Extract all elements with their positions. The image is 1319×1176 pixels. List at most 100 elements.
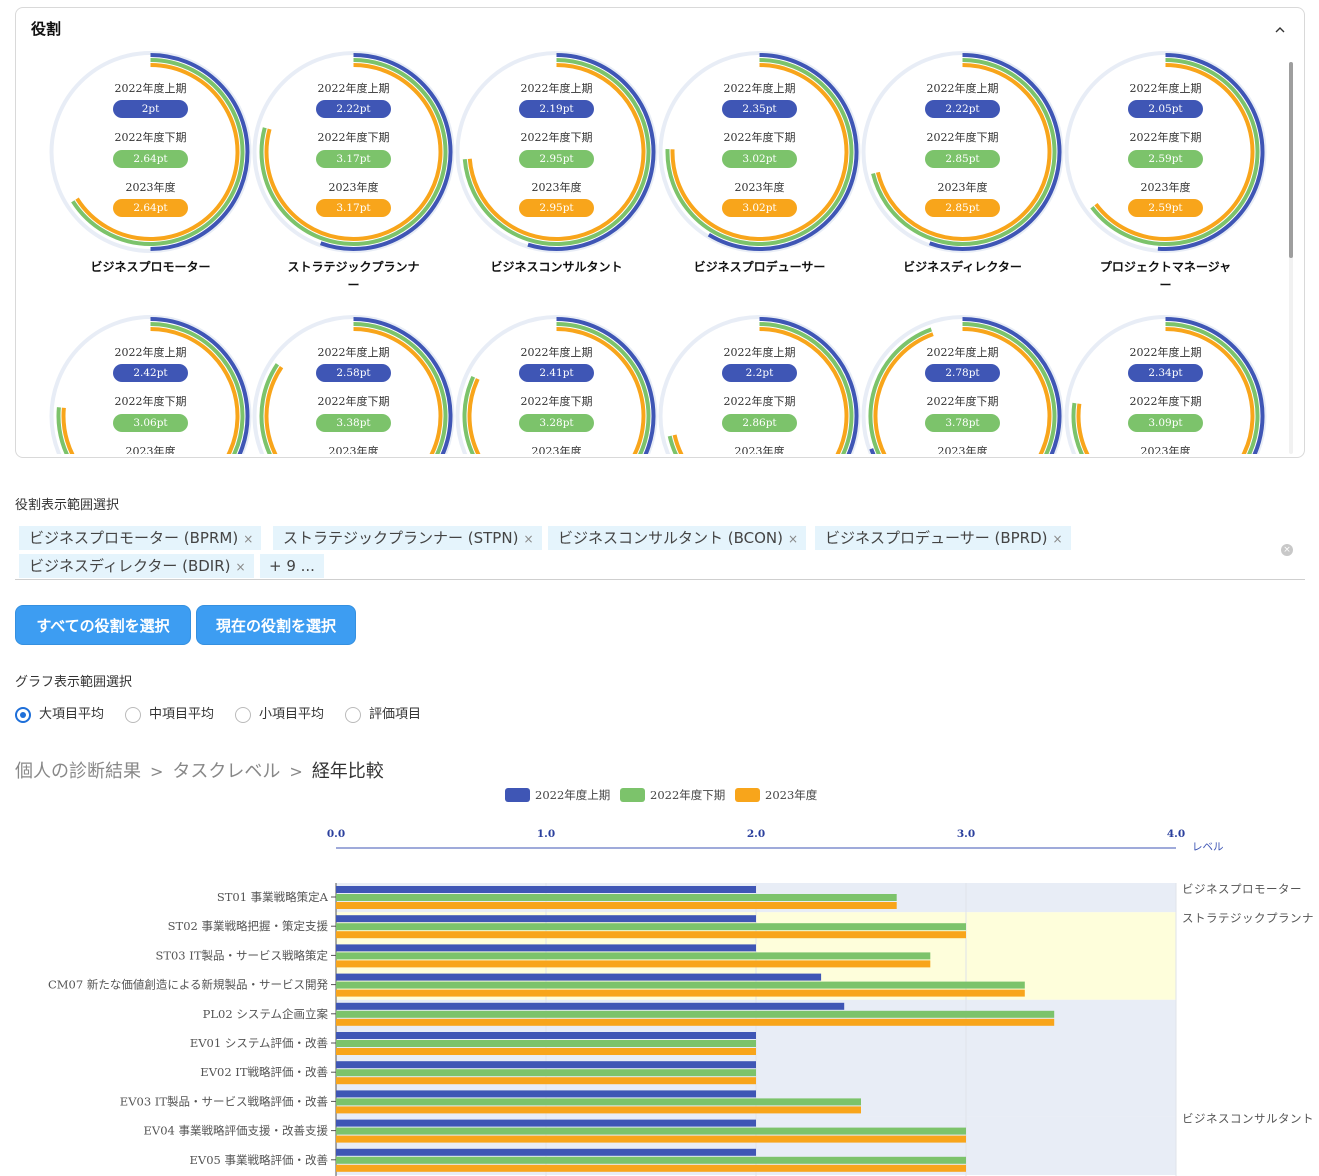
- bar[interactable]: [336, 1098, 861, 1106]
- score-pill: 2.85pt: [925, 199, 1000, 217]
- bar[interactable]: [336, 923, 966, 931]
- period-label: 2022年度上期: [114, 346, 187, 359]
- role-gauge[interactable]: 2022年度上期 2.22pt 2022年度下期 2.85pt 2023年度 2.85pt…: [861, 48, 1064, 312]
- legend-label[interactable]: 2022年度上期: [535, 788, 610, 802]
- bar[interactable]: [336, 1032, 756, 1039]
- role-gauge-list[interactable]: 2022年度上期 2pt 2022年度下期 2.64pt 2023年度 2.64pt ビジネ…: [16, 48, 1281, 454]
- bar[interactable]: [336, 931, 966, 939]
- bar[interactable]: [336, 886, 756, 893]
- legend-swatch[interactable]: [620, 788, 645, 802]
- ring-track: [49, 315, 252, 454]
- legend-swatch[interactable]: [505, 788, 530, 802]
- select-current-roles-button[interactable]: 現在の役割を選択: [196, 605, 356, 645]
- role-name: ビジネスディレクター: [903, 260, 1022, 274]
- graph-range-option-label: 大項目平均: [39, 707, 105, 722]
- bar[interactable]: [336, 952, 931, 960]
- graph-range-option[interactable]: 評価項目: [345, 706, 421, 724]
- ring-arc-first-half: [353, 317, 453, 454]
- period-label: 2022年度下期: [723, 395, 796, 408]
- remove-chip-icon[interactable]: ×: [523, 532, 534, 546]
- remove-chip-icon[interactable]: ×: [788, 532, 799, 546]
- legend-swatch[interactable]: [735, 788, 760, 802]
- role-chip[interactable]: ビジネスコンサルタント (BCON) ×: [548, 526, 807, 550]
- role-gauge[interactable]: 2022年度上期 2.78pt 2022年度下期 3.78pt 2023年度: [861, 312, 1064, 454]
- role-name: プロジェクトマネージャー: [1099, 260, 1232, 292]
- score-pill: 2.58pt: [316, 364, 391, 382]
- bar[interactable]: [336, 973, 822, 981]
- select-all-roles-button[interactable]: すべての役割を選択: [15, 605, 191, 645]
- role-gauge[interactable]: 2022年度上期 2.19pt 2022年度下期 2.95pt 2023年度 2.95pt…: [455, 48, 658, 312]
- breadcrumb: 個人の診断結果 > タスクレベル > 経年比較: [15, 757, 384, 783]
- bar[interactable]: [336, 902, 897, 909]
- more-roles-chip[interactable]: + 9 ...: [260, 554, 324, 578]
- score-pill: 2.86pt: [722, 414, 797, 432]
- graph-range-option[interactable]: 小項目平均: [235, 706, 324, 724]
- role-gauge[interactable]: 2022年度上期 2.05pt 2022年度下期 2.59pt 2023年度 2.59pt…: [1064, 48, 1267, 312]
- ring-chart: [252, 315, 455, 454]
- ring-chart: [861, 315, 1064, 454]
- radio-selected[interactable]: [15, 707, 31, 723]
- bar[interactable]: [336, 1106, 861, 1114]
- bar[interactable]: [336, 1119, 756, 1127]
- bar[interactable]: [336, 1135, 966, 1143]
- radio-unselected[interactable]: [345, 707, 361, 723]
- breadcrumb-item[interactable]: 個人の診断結果: [15, 761, 141, 782]
- bar[interactable]: [336, 1156, 966, 1164]
- bar[interactable]: [336, 960, 931, 968]
- role-chip[interactable]: ストラテジックプランナー (STPN) ×: [273, 526, 542, 550]
- role-scrollbar[interactable]: [1289, 62, 1293, 454]
- role-chip[interactable]: ビジネスディレクター (BDIR) ×: [19, 554, 254, 578]
- graph-range-option[interactable]: 大項目平均: [15, 706, 104, 724]
- remove-chip-icon[interactable]: ×: [243, 532, 254, 546]
- bar[interactable]: [336, 1002, 845, 1010]
- role-chip-label: ビジネスプロデューサー (BPRD): [825, 529, 1048, 547]
- bar[interactable]: [336, 1040, 756, 1047]
- scrollbar-thumb[interactable]: [1289, 62, 1293, 258]
- bar[interactable]: [336, 1061, 756, 1069]
- period-label: 2023年度: [328, 181, 379, 194]
- legend-label[interactable]: 2022年度下期: [650, 788, 725, 802]
- role-gauge[interactable]: 2022年度上期 2.35pt 2022年度下期 3.02pt 2023年度 3.02pt…: [658, 48, 861, 312]
- score-pill: 3.09pt: [1128, 414, 1203, 432]
- bar[interactable]: [336, 1069, 756, 1077]
- legend-label[interactable]: 2023年度: [765, 788, 818, 802]
- period-label: 2023年度: [125, 445, 176, 454]
- collapse-chevron-icon[interactable]: [1272, 22, 1288, 38]
- role-gauge[interactable]: 2022年度上期 2.2pt 2022年度下期 2.86pt 2023年度: [658, 312, 861, 454]
- role-gauge[interactable]: 2022年度上期 2.41pt 2022年度下期 3.28pt 2023年度: [455, 312, 658, 454]
- bar[interactable]: [336, 1077, 756, 1085]
- graph-range-option[interactable]: 中項目平均: [125, 706, 214, 724]
- bar[interactable]: [336, 981, 1025, 989]
- bar[interactable]: [336, 1048, 756, 1055]
- bar[interactable]: [336, 1148, 756, 1156]
- bar[interactable]: [336, 1127, 966, 1135]
- ring-arc-second-half: [56, 322, 245, 454]
- radio-unselected[interactable]: [235, 707, 251, 723]
- bar[interactable]: [336, 915, 756, 923]
- bar[interactable]: [336, 944, 756, 952]
- ring-track: [1064, 315, 1267, 454]
- bar[interactable]: [336, 1018, 1055, 1026]
- breadcrumb-item[interactable]: タスクレベル: [172, 761, 281, 782]
- bar[interactable]: [336, 1090, 756, 1098]
- role-gauge[interactable]: 2022年度上期 2.42pt 2022年度下期 3.06pt 2023年度: [49, 312, 252, 454]
- bar[interactable]: [336, 894, 897, 901]
- role-gauge[interactable]: 2022年度上期 2.22pt 2022年度下期 3.17pt 2023年度 3.17pt…: [252, 48, 455, 312]
- radio-unselected[interactable]: [125, 707, 141, 723]
- category-label: EV03 IT製品・サービス戦略評価・改善: [120, 1094, 328, 1108]
- remove-chip-icon[interactable]: ×: [235, 560, 246, 574]
- category-label: ST01 事業戦略策定A: [217, 890, 329, 904]
- remove-chip-icon[interactable]: ×: [1052, 532, 1063, 546]
- role-chip-label: ストラテジックプランナー (STPN): [283, 529, 519, 547]
- role-gauge[interactable]: 2022年度上期 2pt 2022年度下期 2.64pt 2023年度 2.64pt ビジネ…: [49, 48, 252, 312]
- role-gauge[interactable]: 2022年度上期 2.34pt 2022年度下期 3.09pt 2023年度: [1064, 312, 1267, 454]
- bar[interactable]: [336, 1010, 1055, 1018]
- role-multiselect[interactable]: ビジネスプロモーター (BPRM) × ストラテジックプランナー (STPN) × ビジ…: [15, 522, 1305, 580]
- bar[interactable]: [336, 989, 1025, 997]
- role-chip[interactable]: ビジネスプロモーター (BPRM) ×: [19, 526, 262, 550]
- clear-selection-icon[interactable]: ×: [1281, 544, 1293, 556]
- role-chip[interactable]: ビジネスプロデューサー (BPRD) ×: [815, 526, 1071, 550]
- ring-arc-fy2023: [875, 63, 1052, 241]
- role-gauge[interactable]: 2022年度上期 2.58pt 2022年度下期 3.38pt 2023年度: [252, 312, 455, 454]
- bar[interactable]: [336, 1164, 966, 1172]
